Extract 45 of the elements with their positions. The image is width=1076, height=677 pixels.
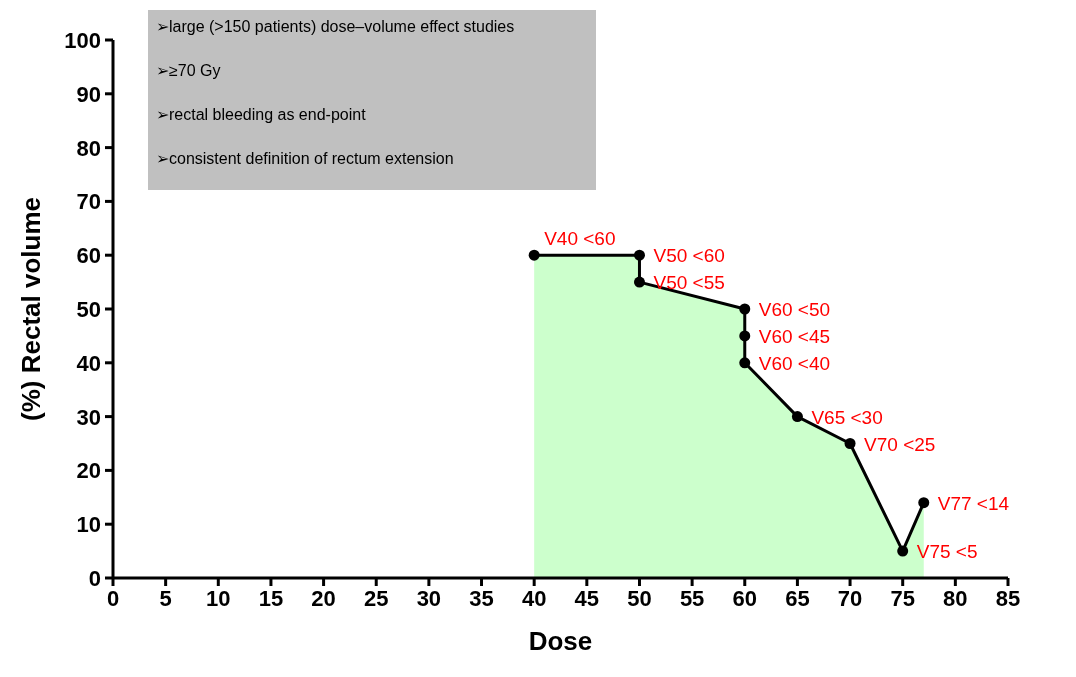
x-tick-label: 0: [106, 586, 120, 611]
x-tick-label: 85: [995, 586, 1021, 611]
annotation: ➢≥70 Gy: [156, 62, 221, 79]
x-tick-label: 55: [679, 586, 705, 611]
annotation: V75 <5: [916, 541, 978, 563]
x-tick-label: 25: [363, 586, 389, 611]
annotation: V60 <50: [758, 299, 831, 320]
y-tick-label: 20: [76, 458, 101, 484]
y-tick-label: 70: [76, 189, 101, 215]
y-tick-label: 60: [76, 243, 101, 269]
x-tick-label: 40: [521, 586, 547, 611]
annotation: V70 <25: [864, 433, 936, 455]
x-tick-label: 30: [416, 586, 442, 611]
y-tick-label: 90: [76, 81, 101, 107]
y-tick-label: 30: [76, 404, 101, 430]
x-tick-label: 70: [837, 586, 863, 611]
x-tick-label: 75: [890, 586, 915, 611]
x-tick-label: 65: [785, 586, 810, 611]
y-tick-label: 80: [76, 135, 101, 161]
x-tick-label: 35: [469, 586, 494, 611]
y-tick-label: 100: [64, 28, 101, 53]
x-tick-label: 15: [258, 586, 284, 611]
x-tick-label: 10: [206, 586, 231, 611]
y-tick-label: 10: [76, 512, 101, 538]
annotation: ➢consistent definition of rectum extension: [156, 150, 454, 167]
annotation: V50 <60: [653, 245, 725, 267]
x-tick-label: 80: [943, 586, 968, 611]
annotation: V77 <14: [937, 492, 1010, 514]
y-tick-label: 40: [76, 350, 101, 376]
annotation: V50 <55: [653, 272, 725, 294]
x-tick-label: 60: [732, 586, 758, 611]
annotation: V65 <30: [811, 406, 883, 428]
note-box: ➢large (>150 patients) dose–volume effect studies ➢≥70 Gy ➢rectal bleeding as end-point ➢consistent definition of rectum extension: [148, 10, 596, 190]
annotation: V60 <40: [758, 352, 831, 374]
x-tick-label: 45: [574, 586, 600, 611]
y-tick-label: 0: [88, 566, 101, 591]
annotation: V40 <60: [544, 228, 616, 250]
annotation: ➢rectal bleeding as end-point: [156, 106, 367, 123]
y-axis-title: (%) Rectal volume: [16, 197, 46, 421]
x-tick-label: 20: [311, 586, 336, 611]
x-tick-label: 50: [627, 586, 652, 611]
y-tick-label: 50: [76, 297, 101, 322]
x-axis-title: Dose: [528, 626, 593, 656]
x-tick-label: 5: [159, 586, 172, 611]
annotation: V60 <45: [758, 325, 831, 347]
